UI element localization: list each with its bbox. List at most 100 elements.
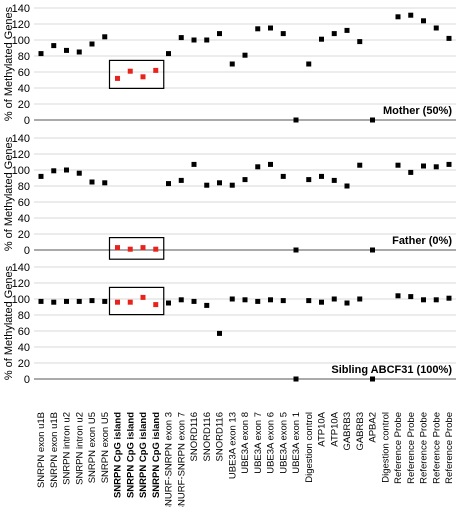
x-category-label: SNRPN CpG island: [138, 412, 149, 498]
y-tick-label: 40: [18, 342, 30, 354]
data-point: [140, 74, 146, 80]
y-tick-label: 20: [18, 229, 30, 241]
x-category-label: SNORD116: [202, 412, 213, 461]
data-point: [64, 167, 69, 173]
y-tick-label: 100: [12, 294, 30, 306]
data-point: [421, 163, 426, 169]
x-category-label: Reference Probe: [406, 412, 417, 484]
data-point: [89, 41, 95, 47]
data-point: [433, 297, 439, 303]
data-point: [293, 117, 299, 123]
x-category-label: ATP10A: [329, 411, 340, 446]
data-point: [127, 68, 133, 74]
data-point: [319, 173, 324, 179]
data-point: [370, 117, 375, 123]
y-axis-label: % of Methylated Genes: [3, 136, 15, 251]
y-tick-label: 100: [12, 35, 30, 47]
x-category-label: SNURF-SNRPN exon 7: [176, 412, 187, 507]
data-point: [178, 177, 184, 183]
x-category-label: Reference Probe: [431, 412, 442, 484]
y-tick-label: 140: [12, 133, 30, 145]
data-point: [76, 298, 82, 304]
x-category-label: Reference Probe: [393, 412, 404, 484]
x-category-label: UBE3A exon 13: [227, 412, 238, 479]
data-point: [64, 47, 69, 53]
x-category-label: SNRPN CpG island: [113, 412, 124, 498]
data-point: [204, 302, 210, 308]
x-category-label: Reference Probe: [444, 412, 455, 484]
cpg-island-highlight-box: [108, 59, 165, 90]
data-point: [395, 14, 401, 20]
y-tick-label: 140: [12, 262, 30, 274]
data-point: [446, 35, 452, 41]
x-category-label: SNRPN exon u1B: [36, 412, 47, 488]
data-point: [178, 35, 184, 41]
data-point: [102, 180, 108, 186]
data-point: [306, 61, 312, 67]
data-point: [280, 298, 286, 304]
data-point: [76, 49, 82, 55]
x-category-label: SNRPN exon U5: [87, 412, 98, 483]
data-point: [433, 25, 439, 31]
data-point: [178, 297, 184, 303]
y-tick-label: 0: [24, 374, 30, 386]
data-point: [64, 298, 69, 304]
x-category-label: APBA2: [368, 412, 379, 443]
data-point: [115, 75, 120, 81]
data-point: [217, 31, 222, 37]
data-point: [395, 293, 401, 299]
y-tick-label: 120: [12, 149, 30, 161]
x-category-label: UBE3A exon 7: [253, 412, 264, 474]
cpg-island-highlight-box: [108, 237, 165, 260]
data-point: [268, 297, 273, 303]
y-axis-label: % of Methylated Genes: [3, 6, 15, 121]
y-tick-label: 100: [12, 165, 30, 177]
y-tick-label: 60: [18, 326, 30, 338]
data-point: [217, 330, 222, 336]
data-point: [408, 169, 414, 175]
data-point: [255, 164, 261, 170]
y-tick-label: 80: [18, 181, 30, 193]
data-point: [191, 298, 197, 304]
data-point: [153, 246, 159, 252]
data-point: [344, 300, 350, 306]
cpg-island-highlight-box: [108, 286, 165, 316]
data-point: [255, 26, 261, 32]
data-point: [319, 299, 324, 305]
data-point: [102, 34, 108, 40]
x-category-label: UBE3A exon 1: [291, 412, 302, 474]
x-category-label: Reference Probe: [419, 412, 430, 484]
data-point: [357, 296, 363, 302]
data-point: [446, 161, 452, 167]
data-point: [115, 245, 120, 251]
panel-title: Mother (50%): [383, 105, 452, 117]
data-point: [408, 12, 414, 18]
x-category-label: SNORD116: [189, 412, 200, 461]
data-point: [331, 177, 337, 183]
x-category-label: SNRPN intron u2: [74, 412, 85, 485]
y-tick-label: 120: [12, 278, 30, 290]
data-point: [344, 183, 350, 189]
x-category-label: GABRB3: [342, 412, 353, 451]
panel-2: 0 20 40 60 80 100 120 140% of Methylated Genes F…: [3, 133, 456, 260]
data-point: [268, 25, 273, 31]
y-tick-label: 40: [18, 213, 30, 225]
data-point: [242, 297, 248, 303]
x-category-label: SNRPN intron u2: [62, 412, 73, 485]
x-category-label: UBE3A exon 5: [278, 412, 289, 474]
y-tick-label: 0: [24, 115, 30, 127]
data-point: [370, 376, 375, 382]
x-category-label: GABRB3: [355, 412, 366, 451]
data-point: [38, 173, 44, 179]
data-point: [166, 181, 171, 187]
data-point: [421, 297, 426, 303]
data-point: [217, 180, 222, 186]
data-point: [357, 162, 363, 168]
data-point: [319, 36, 324, 42]
data-point: [204, 37, 210, 43]
x-category-label: Digestion control: [304, 412, 315, 483]
y-tick-label: 60: [18, 67, 30, 79]
x-category-label: SNRPN CpG island: [125, 412, 136, 498]
x-category-label: UBE3A exon 6: [266, 412, 277, 474]
